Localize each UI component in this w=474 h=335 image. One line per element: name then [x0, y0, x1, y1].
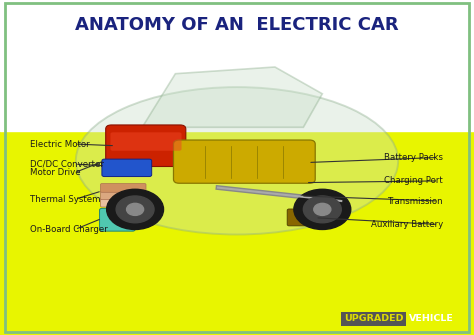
Polygon shape	[133, 67, 322, 127]
Text: On-Board Charger: On-Board Charger	[30, 225, 108, 234]
FancyBboxPatch shape	[287, 209, 319, 226]
Circle shape	[116, 196, 154, 223]
Circle shape	[127, 203, 144, 215]
FancyBboxPatch shape	[173, 140, 315, 183]
Text: ANATOMY OF AN  ELECTRIC CAR: ANATOMY OF AN ELECTRIC CAR	[75, 16, 399, 34]
Text: VEHICLE: VEHICLE	[409, 315, 454, 323]
Circle shape	[294, 189, 351, 229]
Circle shape	[314, 203, 331, 215]
Ellipse shape	[76, 87, 398, 234]
Text: Electric Motor: Electric Motor	[30, 140, 90, 148]
FancyBboxPatch shape	[110, 132, 182, 151]
Text: Charging Port: Charging Port	[384, 177, 443, 185]
FancyBboxPatch shape	[106, 125, 186, 166]
Text: Battery Packs: Battery Packs	[384, 153, 443, 162]
FancyBboxPatch shape	[102, 159, 152, 177]
Circle shape	[107, 189, 164, 229]
FancyBboxPatch shape	[100, 198, 146, 207]
FancyBboxPatch shape	[100, 184, 146, 192]
FancyBboxPatch shape	[100, 208, 135, 231]
Text: UPGRADED: UPGRADED	[344, 315, 403, 323]
Text: Motor Drive: Motor Drive	[30, 168, 81, 177]
Text: Transmission: Transmission	[388, 197, 443, 205]
Circle shape	[303, 196, 341, 223]
Text: DC/DC Converter: DC/DC Converter	[30, 160, 104, 169]
Bar	[0, 0, 474, 131]
Text: Auxiliary Battery: Auxiliary Battery	[371, 220, 443, 229]
Bar	[0, 131, 474, 335]
Text: Thermal System: Thermal System	[30, 195, 100, 204]
FancyBboxPatch shape	[100, 191, 146, 200]
